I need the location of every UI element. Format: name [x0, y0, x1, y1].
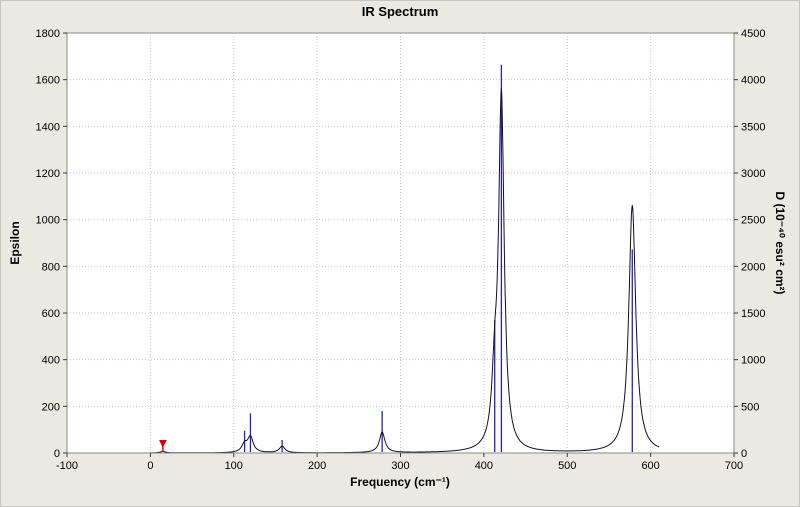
svg-text:2000: 2000 [741, 261, 765, 273]
svg-text:400: 400 [475, 460, 493, 472]
svg-text:600: 600 [641, 460, 659, 472]
selected-mode-marker[interactable] [158, 439, 167, 452]
chart-title: IR Spectrum [361, 4, 439, 19]
svg-text:1200: 1200 [36, 168, 60, 180]
svg-text:0: 0 [147, 460, 153, 472]
svg-text:1400: 1400 [36, 121, 60, 133]
svg-text:200: 200 [308, 460, 326, 472]
spectrum-curve [150, 88, 660, 454]
svg-text:1500: 1500 [741, 308, 765, 320]
svg-text:200: 200 [42, 401, 60, 413]
svg-text:4500: 4500 [741, 28, 765, 40]
axis-ticks [63, 32, 738, 457]
svg-text:1800: 1800 [36, 28, 60, 40]
gridlines [66, 32, 735, 454]
svg-text:300: 300 [391, 460, 409, 472]
svg-text:4000: 4000 [741, 75, 765, 87]
svg-text:700: 700 [725, 460, 743, 472]
svg-text:800: 800 [42, 261, 60, 273]
y-axis-label-left: Epsilon [8, 221, 22, 265]
svg-text:1000: 1000 [741, 355, 765, 367]
svg-text:600: 600 [42, 308, 60, 320]
svg-text:0: 0 [741, 448, 747, 460]
svg-text:3500: 3500 [741, 121, 765, 133]
marker-arrow-icon [158, 439, 167, 448]
svg-text:500: 500 [741, 401, 759, 413]
svg-text:500: 500 [558, 460, 576, 472]
x-axis-label: Frequency (cm⁻¹) [350, 475, 450, 489]
y-axis-label-right: D (10⁻⁴⁰ esu² cm²) [773, 191, 787, 295]
svg-text:400: 400 [42, 355, 60, 367]
svg-text:2500: 2500 [741, 215, 765, 227]
svg-text:3000: 3000 [741, 168, 765, 180]
tick-labels: -100 0 100 200 300 400 500 600 70002004006008001… [36, 28, 766, 472]
svg-text:1600: 1600 [36, 75, 60, 87]
svg-text:1000: 1000 [36, 215, 60, 227]
svg-text:100: 100 [225, 460, 243, 472]
svg-text:-100: -100 [56, 460, 78, 472]
intensity-sticks [243, 64, 633, 452]
svg-text:0: 0 [54, 448, 60, 460]
